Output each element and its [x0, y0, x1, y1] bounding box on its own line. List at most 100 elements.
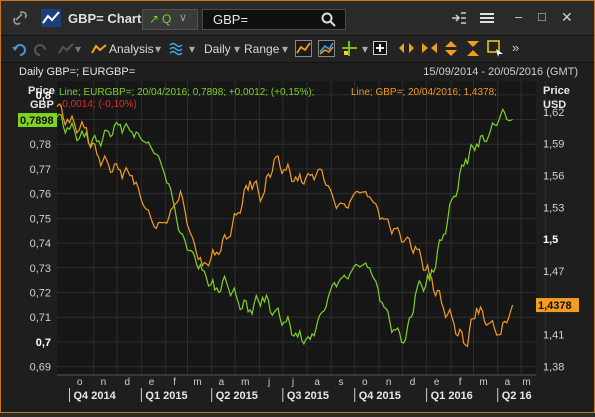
right-last-value: 1,4378	[538, 300, 572, 312]
scatter-chart-icon[interactable]	[318, 40, 335, 57]
x-month-label: m	[193, 377, 201, 388]
legend-eurgbp: Line; EURGBP=; 20/04/2016; 0,7898; +0,00…	[59, 87, 314, 98]
series-line-gbp[interactable]	[56, 103, 514, 348]
date-range: 15/09/2014 - 20/05/2016 (GMT)	[423, 66, 578, 78]
zoom-horizontal-icon[interactable]	[421, 41, 438, 56]
analysis-icon[interactable]	[91, 42, 107, 55]
series-label: Daily GBP=; EURGBP=	[19, 66, 136, 78]
left-last-value: 0,7898	[20, 115, 54, 127]
x-quarter-label: Q1 2015	[145, 390, 187, 402]
x-month-label: m	[522, 377, 530, 388]
scroll-horizontal-icon[interactable]	[398, 41, 415, 56]
search-icon[interactable]	[321, 12, 336, 27]
minimize-icon[interactable]: –	[515, 9, 523, 24]
right-tick-label: 1,41	[543, 330, 564, 342]
x-month-label: o	[77, 377, 83, 388]
x-month-label: d	[124, 377, 130, 388]
left-tick-label: 0,76	[30, 189, 51, 201]
share-icon[interactable]	[451, 11, 467, 25]
left-axis-unit: GBP	[30, 99, 54, 111]
right-axis-title: Price	[543, 85, 570, 97]
chevron-down-icon: ∨	[179, 12, 188, 24]
range-menu[interactable]: Range	[244, 42, 280, 56]
title-bar: GBP= Chart ↗ Q ∨ GBP= – □ ✕	[1, 1, 594, 36]
undo-icon[interactable]	[11, 41, 27, 56]
analysis-menu[interactable]: Analysis	[109, 42, 154, 56]
x-month-label: s	[338, 377, 343, 388]
legend-gbp: Line; GBP=; 20/04/2016; 1,4378;	[351, 87, 497, 98]
left-tick-label: 0,74	[30, 238, 51, 250]
right-tick-label: 1,5	[543, 234, 558, 246]
chart-toolbar: ▾ Analysis ▾ ▾ Daily ▾ Range ▾ ▾	[1, 36, 594, 63]
x-month-label: a	[314, 377, 320, 388]
left-last-value-badge	[18, 113, 57, 128]
x-month-label: m	[479, 377, 487, 388]
link-icon[interactable]	[13, 11, 27, 25]
right-last-value-badge	[536, 298, 579, 313]
x-quarter-label: Q4 2015	[359, 390, 401, 402]
info-bar: Daily GBP=; EURGBP= 15/09/2014 - 20/05/2…	[1, 63, 594, 81]
line-style-icon[interactable]	[58, 42, 74, 55]
left-tick-label: 0,77	[30, 164, 51, 176]
chevron-down-icon[interactable]: ▾	[75, 42, 82, 56]
wave-overlay-icon[interactable]	[169, 42, 185, 56]
maximize-icon[interactable]: □	[538, 9, 546, 24]
x-month-label: a	[219, 377, 225, 388]
left-tick-label: 0,8	[36, 90, 51, 102]
right-tick-label: 1,53	[543, 202, 564, 214]
crosshair-icon[interactable]	[341, 40, 358, 57]
legend-change: -0,0014; (-0,10%)	[59, 99, 137, 110]
close-icon[interactable]: ✕	[561, 9, 573, 25]
quote-button-label: Q	[162, 12, 172, 26]
autoscale-icon[interactable]	[487, 40, 504, 57]
left-tick-label: 0,75	[30, 213, 51, 225]
left-tick-label: 0,78	[30, 139, 51, 151]
chevron-down-icon[interactable]: ▾	[362, 42, 369, 56]
chart-app-icon	[41, 9, 61, 27]
series-line-eurgbp[interactable]	[56, 107, 513, 346]
x-month-label: n	[386, 377, 392, 388]
left-axis-title: Price	[28, 85, 55, 97]
scroll-vertical-icon[interactable]	[444, 40, 458, 57]
x-month-label: e	[149, 377, 155, 388]
chevron-down-icon[interactable]: ▾	[282, 42, 289, 56]
right-tick-label: 1,56	[543, 171, 564, 183]
x-quarter-label: Q4 2014	[74, 390, 117, 402]
chevron-down-icon[interactable]: ▾	[189, 42, 196, 56]
left-tick-label: 0,69	[30, 362, 51, 374]
chevron-down-icon[interactable]: ▾	[155, 42, 162, 56]
x-month-label: d	[410, 377, 416, 388]
redo-icon[interactable]	[33, 41, 49, 56]
right-tick-label: 1,38	[543, 361, 564, 373]
window-title: GBP= Chart	[68, 11, 142, 26]
x-month-label: o	[362, 377, 368, 388]
zoom-vertical-icon[interactable]	[466, 40, 480, 57]
x-month-label: m	[241, 377, 249, 388]
quote-arrow-icon: ↗	[149, 12, 160, 26]
more-icon[interactable]: »	[512, 40, 520, 55]
menu-icon[interactable]	[479, 12, 495, 24]
add-series-icon[interactable]	[373, 41, 387, 55]
chart-area: Line; EURGBP=; 20/04/2016; 0,7898; +0,00…	[1, 81, 594, 412]
line-chart-icon[interactable]	[295, 40, 312, 57]
x-axis: o n d e f m a m j j a s o n d e f m a mQ4 2014 Q1 2015 Q2 201…	[57, 374, 536, 402]
interval-menu[interactable]: Daily	[204, 42, 231, 56]
right-tick-label: 1,62	[543, 107, 564, 119]
left-tick-label: 0,72	[30, 287, 51, 299]
quote-button[interactable]: ↗ Q ∨	[142, 9, 198, 30]
chevron-down-icon[interactable]: ▾	[234, 42, 241, 56]
left-tick-label: 0,73	[30, 263, 51, 275]
price-chart[interactable]: Line; EURGBP=; 20/04/2016; 0,7898; +0,00…	[1, 81, 594, 412]
search-input[interactable]: GBP=	[202, 9, 346, 30]
x-month-label: e	[434, 377, 440, 388]
series-lines	[56, 103, 514, 348]
x-month-label: j	[267, 377, 270, 388]
plot-background	[57, 81, 536, 375]
left-tick-label: 0,71	[30, 312, 51, 324]
x-quarter-label: Q2 16	[502, 390, 532, 402]
left-tick-label: 0,7	[36, 337, 51, 349]
x-quarter-label: Q2 2015	[216, 390, 258, 402]
search-value: GBP=	[213, 12, 249, 27]
right-tick-label: 1,59	[543, 139, 564, 151]
